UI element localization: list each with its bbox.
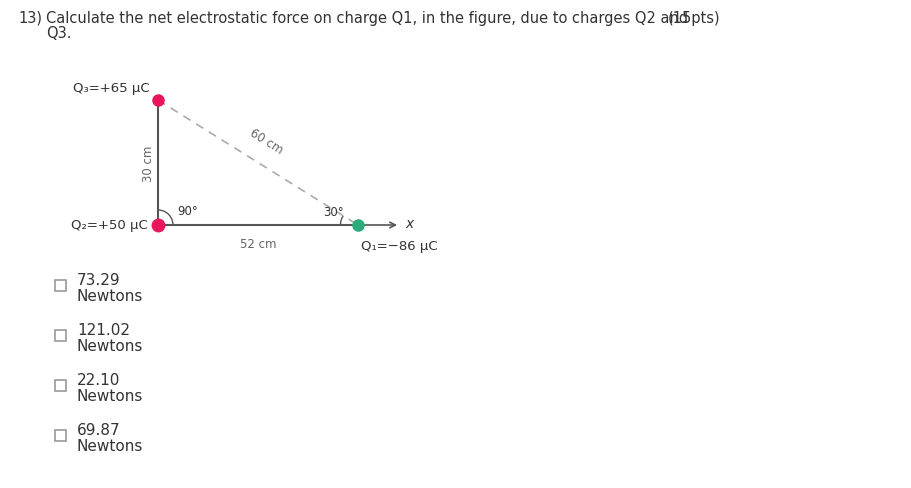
Text: Calculate the net electrostatic force on charge Q1, in the figure, due to charge: Calculate the net electrostatic force on… bbox=[46, 11, 688, 26]
Text: 30°: 30° bbox=[323, 206, 343, 219]
Text: 73.29: 73.29 bbox=[77, 273, 120, 288]
Text: 30 cm: 30 cm bbox=[141, 145, 155, 182]
Text: 13): 13) bbox=[18, 11, 42, 26]
FancyBboxPatch shape bbox=[55, 281, 66, 291]
Text: Newtons: Newtons bbox=[77, 439, 143, 453]
FancyBboxPatch shape bbox=[55, 330, 66, 341]
Text: Q3.: Q3. bbox=[46, 26, 71, 41]
Text: Q₂=+50 μC: Q₂=+50 μC bbox=[71, 219, 148, 232]
FancyBboxPatch shape bbox=[55, 380, 66, 391]
Text: x: x bbox=[405, 217, 414, 230]
Text: 22.10: 22.10 bbox=[77, 373, 120, 387]
Text: 69.87: 69.87 bbox=[77, 423, 120, 438]
Text: (15pts): (15pts) bbox=[668, 11, 721, 26]
Text: Q₁=−86 μC: Q₁=−86 μC bbox=[361, 240, 437, 252]
Text: 60 cm: 60 cm bbox=[247, 126, 285, 156]
Text: Newtons: Newtons bbox=[77, 289, 143, 304]
Text: Q₃=+65 μC: Q₃=+65 μC bbox=[74, 82, 150, 95]
Text: Newtons: Newtons bbox=[77, 389, 143, 404]
Text: 52 cm: 52 cm bbox=[240, 238, 276, 250]
Text: 90°: 90° bbox=[177, 205, 198, 218]
Text: Newtons: Newtons bbox=[77, 339, 143, 354]
Text: 121.02: 121.02 bbox=[77, 323, 130, 338]
FancyBboxPatch shape bbox=[55, 430, 66, 441]
